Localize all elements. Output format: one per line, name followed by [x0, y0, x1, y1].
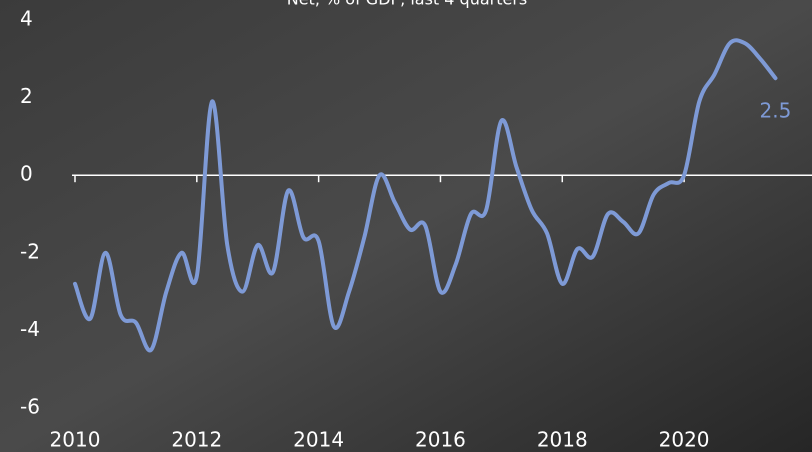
x-tick-label: 2016	[415, 428, 466, 452]
x-tick-label: 2020	[659, 428, 710, 452]
y-tick-label: 0	[20, 162, 33, 186]
x-tick-label: 2010	[50, 428, 101, 452]
y-tick-label: 2	[20, 84, 33, 108]
x-tick-label: 2014	[293, 428, 344, 452]
value-label: 2.5	[760, 99, 792, 123]
chart-subtitle: Net, % of GDP, last 4 quarters	[287, 0, 528, 9]
chart: Net, % of GDP, last 4 quarters -6 -4 -2 0 2 4…	[0, 0, 812, 452]
y-tick-label: -6	[20, 395, 40, 419]
x-tick-label: 2018	[537, 428, 588, 452]
y-tick-label: 4	[20, 7, 33, 31]
y-tick-label: -4	[20, 317, 40, 341]
y-tick-label: -2	[20, 239, 40, 263]
page: {"chart_data": {"type": "line", "subtitl…	[0, 0, 812, 452]
x-tick-label: 2012	[171, 428, 222, 452]
